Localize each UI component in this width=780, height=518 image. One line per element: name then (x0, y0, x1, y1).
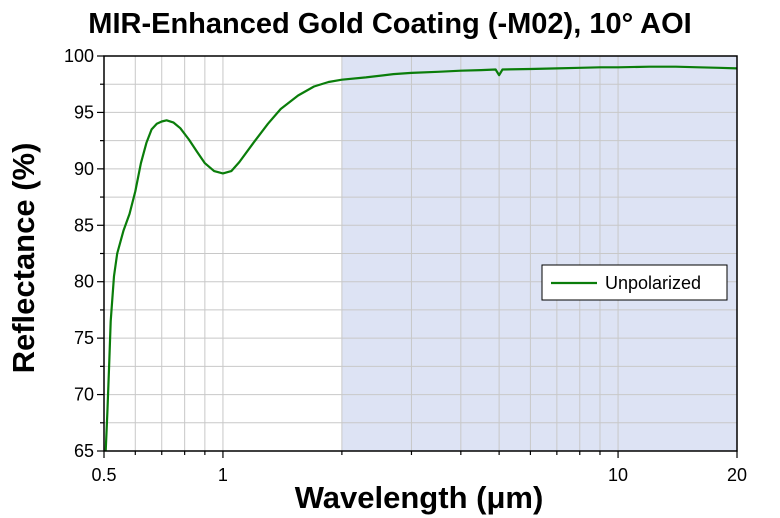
x-tick-label: 1 (218, 465, 228, 485)
y-tick-label: 85 (74, 215, 94, 235)
x-tick-labels: 0.5 1 10 20 (91, 465, 747, 485)
x-tick-label: 20 (727, 465, 747, 485)
y-axis-label: Reflectance (%) (6, 143, 41, 374)
y-tick-label: 90 (74, 159, 94, 179)
y-tick-label: 65 (74, 441, 94, 461)
x-tick-label: 0.5 (91, 465, 116, 485)
x-tick-label: 10 (608, 465, 628, 485)
legend-label-unpolarized: Unpolarized (605, 273, 701, 293)
y-tick-label: 70 (74, 385, 94, 405)
y-tick-labels: 65 70 75 80 85 90 95 100 (64, 46, 94, 461)
legend: Unpolarized (541, 264, 728, 301)
chart-title: MIR-Enhanced Gold Coating (-M02), 10° AO… (88, 8, 691, 40)
y-tick-label: 100 (64, 46, 94, 66)
axis-ticks (97, 55, 738, 458)
y-tick-label: 95 (74, 102, 94, 122)
x-axis-label: Wavelength (μm) (295, 480, 544, 515)
series-line-unpolarized (104, 65, 738, 452)
plot-area (103, 55, 738, 452)
grid-lines (104, 56, 737, 451)
y-tick-label: 75 (74, 328, 94, 348)
y-tick-label: 80 (74, 272, 94, 292)
